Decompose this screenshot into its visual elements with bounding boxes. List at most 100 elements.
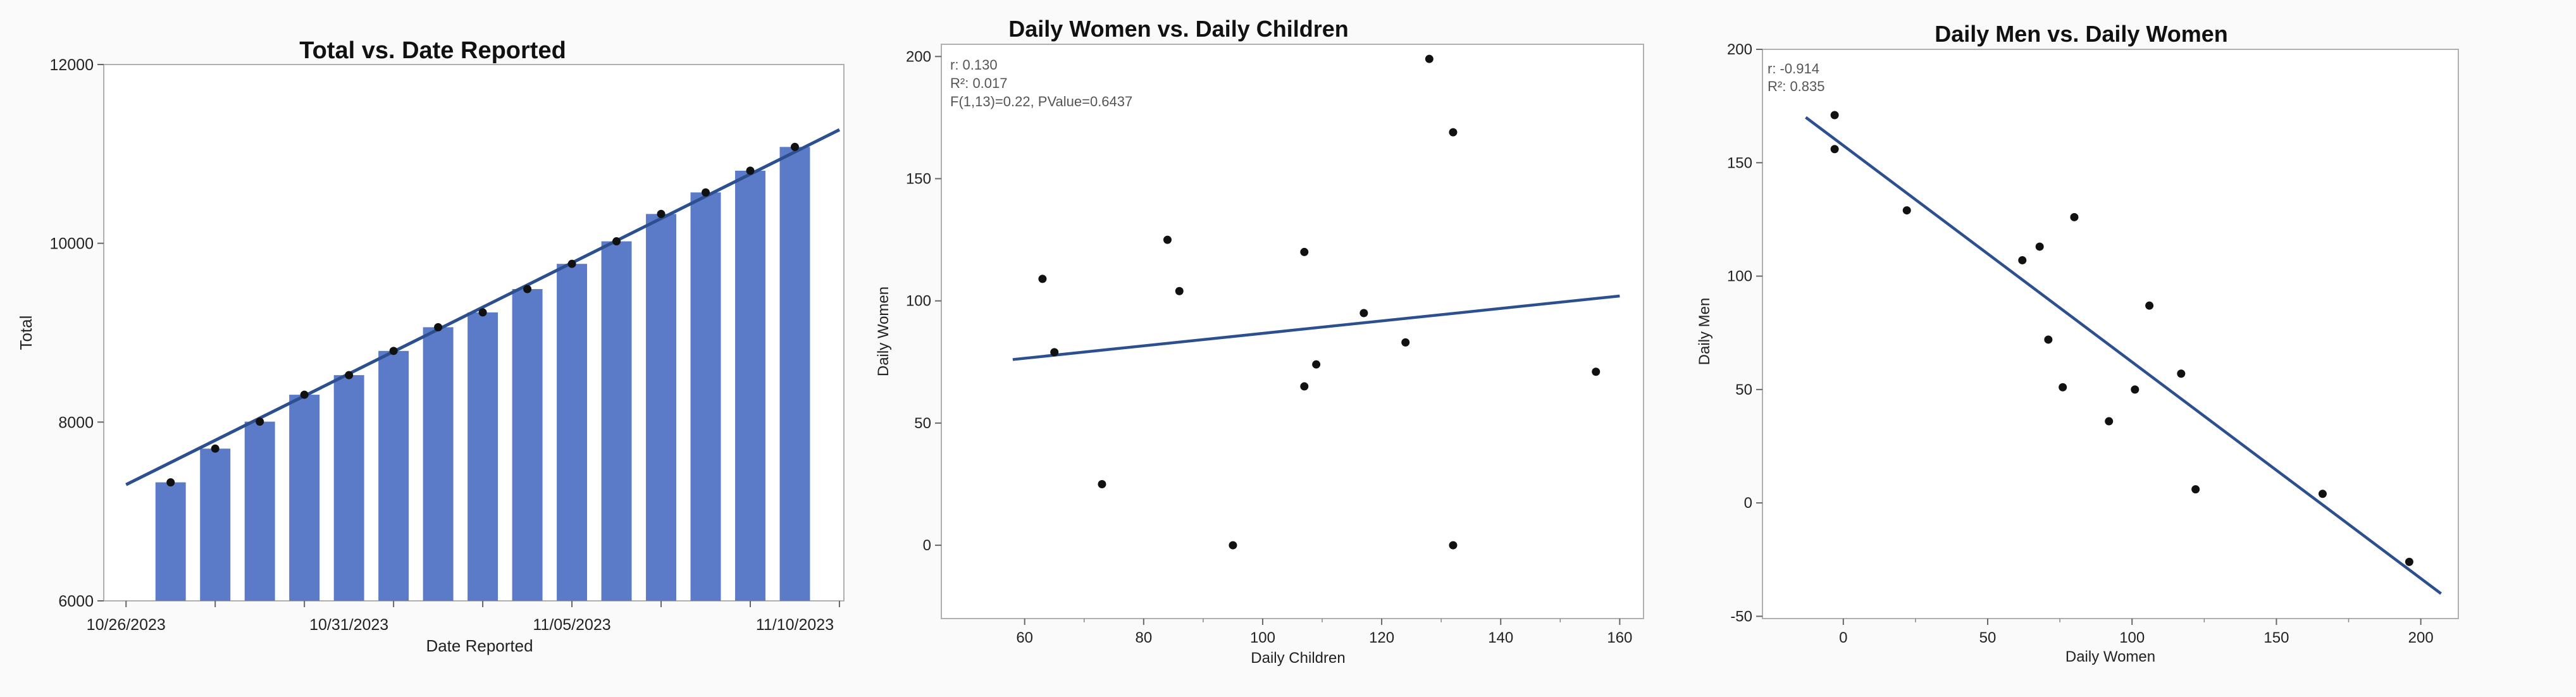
bar: [200, 448, 231, 601]
data-point: [2318, 490, 2327, 498]
data-point: [2405, 557, 2413, 566]
data-point: [478, 308, 487, 317]
stat-r-squared: R²: 0.017: [950, 75, 1008, 91]
bar: [512, 289, 543, 601]
x-tick-label: 10/26/2023: [87, 616, 166, 634]
bar: [468, 312, 498, 601]
data-point: [1038, 274, 1047, 283]
data-point: [2035, 242, 2044, 251]
x-tick-label: 11/10/2023: [756, 616, 834, 634]
data-point: [567, 259, 576, 268]
data-point: [2059, 383, 2067, 392]
x-tick-label: 100: [2119, 629, 2145, 646]
data-point: [2018, 256, 2027, 264]
data-point: [1401, 338, 1410, 347]
y-axis-label: Total: [16, 316, 35, 350]
data-point: [1300, 247, 1309, 256]
chart-title: Total vs. Date Reported: [299, 37, 566, 64]
chart-title: Daily Women vs. Daily Children: [1008, 16, 1349, 42]
bar: [155, 482, 186, 601]
x-tick-label: 100: [1250, 629, 1275, 646]
chart-men-vs-women: Daily Men vs. Daily Women 0 50 100 150 200 -5…: [1696, 21, 2459, 665]
data-point: [2070, 213, 2079, 221]
data-point: [1592, 367, 1601, 376]
data-point: [2131, 385, 2139, 394]
bar: [601, 241, 632, 601]
data-point: [1830, 111, 1839, 120]
fit-line: [1805, 116, 2442, 595]
x-tick-label: 160: [1607, 629, 1632, 646]
bar: [333, 375, 364, 601]
x-tick-label: 140: [1488, 629, 1513, 646]
data-point: [702, 188, 710, 197]
data-point: [434, 323, 443, 331]
plot-frame: [1762, 49, 2459, 619]
chart-marks: 60 80 100 120 140 160 0 50 100 150 200: [906, 48, 1632, 646]
data-point: [1425, 54, 1434, 63]
y-tick-label: 0: [923, 537, 931, 554]
y-axis-label: Daily Women: [875, 287, 892, 376]
data-point: [1050, 348, 1059, 357]
bar: [735, 170, 765, 601]
y-tick-label: 150: [1727, 154, 1752, 171]
y-tick-label: -50: [1730, 608, 1752, 625]
y-tick-label: 12000: [49, 56, 94, 74]
data-point: [1312, 360, 1321, 369]
data-point: [1830, 145, 1839, 154]
data-point: [2191, 485, 2200, 494]
bar: [244, 421, 275, 601]
y-tick-label: 6000: [58, 593, 94, 610]
data-point: [1449, 541, 1458, 550]
chart-marks: 0 50 100 150 200 -50 0 50 100 150 200: [1727, 41, 2442, 646]
x-tick-label: 0: [1839, 629, 1847, 646]
stat-r-squared: R²: 0.835: [1768, 78, 1825, 94]
data-point: [746, 166, 755, 175]
data-point: [300, 390, 309, 399]
x-tick-label: 80: [1135, 629, 1152, 646]
y-tick-label: 8000: [58, 414, 94, 431]
x-tick-label: 10/31/2023: [309, 616, 388, 634]
data-point: [211, 444, 220, 453]
data-point: [1902, 206, 1911, 215]
data-point: [523, 285, 532, 293]
x-tick-label: 150: [2263, 629, 2289, 646]
x-tick-label: 11/05/2023: [533, 616, 610, 634]
bar: [423, 327, 454, 601]
data-point: [2044, 335, 2053, 344]
data-point: [1229, 541, 1237, 550]
bar: [557, 264, 588, 601]
y-tick-label: 50: [1735, 381, 1752, 398]
data-point: [657, 209, 666, 218]
bar: [289, 395, 320, 601]
y-tick-label: 50: [914, 415, 931, 432]
data-point: [1163, 235, 1172, 244]
data-point: [1359, 309, 1368, 318]
x-axis-label: Daily Children: [1251, 650, 1345, 667]
data-point: [166, 478, 175, 487]
data-point: [2145, 301, 2154, 310]
bar: [690, 192, 721, 601]
bar: [378, 350, 409, 601]
y-axis-label: Daily Men: [1696, 298, 1713, 366]
chart-total-vs-date: Total vs. Date Reported 6000 8000 10000 120…: [16, 37, 845, 655]
data-point: [2177, 369, 2186, 378]
x-axis-label: Daily Women: [2065, 648, 2155, 665]
y-tick-label: 100: [906, 293, 931, 310]
stat-r: r: 0.130: [950, 57, 998, 73]
x-tick-label: 50: [1979, 629, 1997, 646]
y-tick-label: 0: [1744, 495, 1752, 512]
fit-line: [1012, 294, 1620, 361]
data-point: [389, 347, 398, 355]
y-tick-label: 200: [1727, 41, 1752, 58]
chart-women-vs-children: Daily Women vs. Daily Children 60 80 100 12…: [875, 16, 1644, 667]
data-point: [1175, 287, 1184, 295]
data-point: [612, 237, 621, 246]
y-tick-label: 200: [906, 48, 931, 65]
fit-line: [125, 128, 841, 486]
y-tick-label: 10000: [49, 235, 94, 253]
chart-marks: 6000 8000 10000 12000 10/26/2023 10/31/2023 11…: [49, 56, 841, 634]
y-tick-label: 150: [906, 171, 931, 188]
y-tick-label: 100: [1727, 268, 1752, 285]
data-point: [1449, 128, 1458, 137]
